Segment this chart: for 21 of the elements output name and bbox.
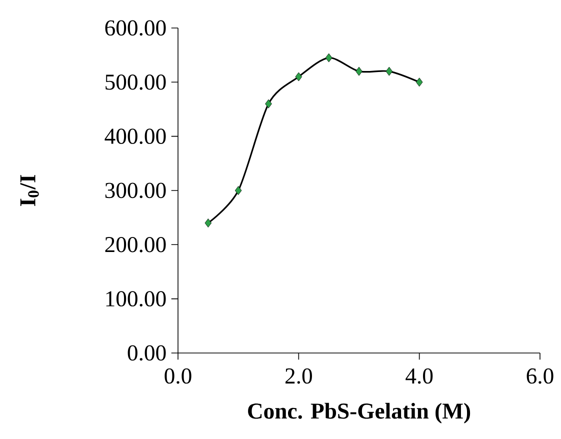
point	[234, 186, 242, 195]
y-axis-title: I$_{0}$/I	[20, 174, 39, 206]
x-tick-label: 0.0	[164, 368, 192, 384]
y-tick-label: 100.00	[106, 291, 166, 307]
y-tick-label: 600.00	[105, 20, 166, 36]
point	[325, 53, 332, 62]
x-tick-label: 4.0	[406, 368, 433, 384]
point	[265, 99, 272, 108]
x-axis-title: Conc. PbS-Gelatin (M)	[248, 402, 470, 424]
y-tick-label: 300.00	[105, 182, 166, 198]
point	[295, 72, 302, 82]
point	[416, 78, 423, 87]
x-tick-label: 6.0	[526, 368, 554, 384]
y-tick-label: 0.00	[128, 345, 166, 361]
y-tick-label: 500.00	[106, 74, 166, 90]
point	[204, 218, 212, 228]
point	[356, 66, 362, 76]
point	[386, 66, 393, 76]
y-tick-label: 400.00	[104, 128, 166, 144]
y-tick-label: 200.00	[105, 236, 166, 252]
x-tick-label: 2.0	[286, 368, 312, 384]
